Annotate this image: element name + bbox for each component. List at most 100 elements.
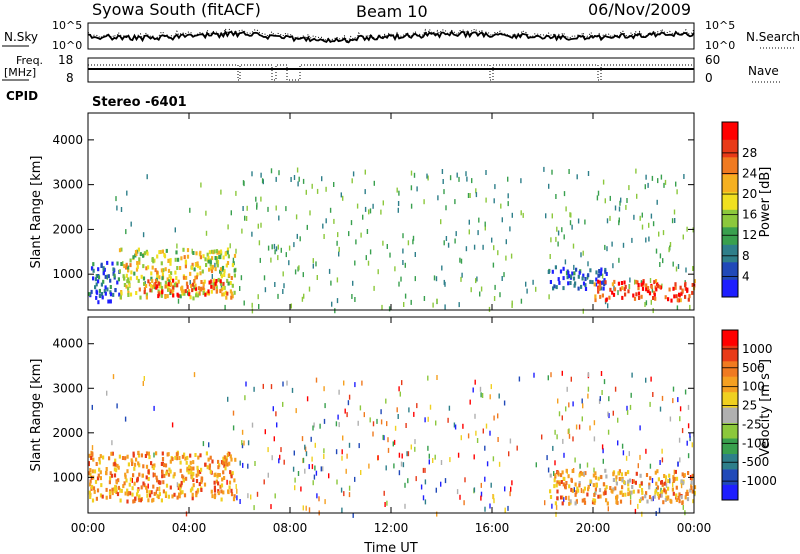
echo-mark	[225, 456, 228, 461]
echo-mark	[606, 501, 609, 506]
echo-mark	[665, 482, 668, 488]
echo-mark	[205, 210, 207, 216]
echo-mark	[660, 174, 663, 180]
noise-right-tick-high: 10^5	[705, 19, 735, 32]
echo-mark	[311, 456, 313, 462]
echo-mark	[117, 478, 120, 483]
echo-mark	[190, 466, 193, 471]
echo-mark	[416, 186, 418, 192]
echo-mark	[193, 372, 196, 378]
echo-mark	[543, 166, 545, 172]
echo-mark	[559, 269, 563, 274]
echo-mark	[196, 262, 199, 267]
echo-mark	[143, 376, 145, 381]
echo-mark	[323, 418, 326, 424]
echo-mark	[558, 481, 561, 486]
echo-mark	[405, 423, 407, 428]
echo-mark	[414, 439, 416, 445]
colorbar-tick-label: 28	[742, 146, 757, 160]
echo-mark	[621, 492, 624, 497]
echo-mark	[398, 470, 401, 476]
echo-mark	[553, 284, 556, 289]
echo-mark	[394, 266, 396, 272]
echo-mark	[591, 280, 594, 285]
echo-mark	[109, 285, 112, 289]
echo-mark	[600, 267, 603, 272]
echo-mark	[348, 394, 351, 400]
echo-mark	[221, 265, 225, 270]
echo-mark	[227, 489, 230, 494]
x-tick-label: 16:00	[475, 521, 510, 535]
echo-mark	[167, 282, 170, 287]
echo-mark	[244, 215, 246, 221]
echo-mark	[101, 295, 104, 300]
echo-mark	[348, 485, 351, 491]
echo-mark	[163, 254, 167, 259]
echo-mark	[569, 212, 571, 218]
echo-mark	[652, 392, 654, 397]
echo-mark	[220, 483, 224, 488]
echo-mark	[564, 259, 567, 265]
echo-mark	[209, 266, 213, 271]
power-y-axis-label: Slant Range [km]	[29, 156, 44, 269]
echo-mark	[492, 494, 495, 500]
colorbar-swatch	[722, 360, 738, 377]
echo-mark	[203, 482, 207, 487]
echo-mark	[119, 498, 122, 503]
echo-mark	[689, 436, 691, 442]
echo-mark	[639, 454, 641, 460]
echo-mark	[687, 404, 690, 410]
echo-mark	[139, 498, 142, 503]
echo-mark	[236, 488, 238, 494]
echo-mark	[136, 264, 139, 269]
echo-mark	[686, 492, 689, 496]
echo-mark	[333, 182, 335, 187]
echo-mark	[341, 455, 343, 461]
echo-mark	[211, 256, 214, 261]
echo-mark	[153, 285, 157, 290]
echo-mark	[111, 487, 114, 492]
echo-mark	[615, 481, 618, 486]
echo-mark	[316, 275, 318, 280]
echo-mark	[638, 483, 642, 488]
echo-mark	[432, 302, 434, 308]
echo-mark	[388, 306, 391, 312]
echo-mark	[213, 480, 216, 485]
noise-left-tick-low: 10^0	[52, 39, 82, 52]
echo-mark	[165, 471, 168, 476]
echo-mark	[633, 214, 635, 220]
echo-mark	[241, 440, 243, 446]
x-tick-label: 12:00	[374, 521, 409, 535]
echo-mark	[497, 250, 499, 256]
echo-mark	[142, 232, 145, 238]
echo-mark	[118, 454, 121, 459]
colorbar-tick-label: 24	[742, 166, 757, 180]
echo-mark	[295, 408, 297, 414]
echo-mark	[223, 273, 226, 277]
echo-mark	[162, 480, 165, 485]
echo-mark	[681, 288, 684, 293]
echo-mark	[123, 264, 126, 269]
echo-mark	[126, 190, 128, 196]
echo-mark	[489, 430, 491, 436]
echo-mark	[135, 267, 139, 272]
echo-mark	[381, 304, 383, 310]
echo-mark	[310, 436, 312, 442]
echo-mark	[159, 290, 162, 295]
echo-mark	[247, 463, 249, 469]
echo-mark	[114, 489, 117, 493]
echo-mark	[445, 205, 447, 211]
echo-mark	[640, 294, 643, 299]
echo-mark	[285, 252, 287, 258]
echo-mark	[364, 206, 367, 212]
echo-mark	[215, 249, 219, 254]
echo-mark	[306, 396, 309, 402]
echo-mark	[116, 205, 118, 211]
x-tick-label: 20:00	[576, 521, 611, 535]
echo-mark	[627, 289, 630, 294]
echo-mark	[220, 489, 223, 494]
echo-mark	[348, 492, 351, 498]
echo-mark	[581, 398, 583, 404]
echo-mark	[172, 285, 175, 290]
echo-mark	[413, 172, 416, 178]
